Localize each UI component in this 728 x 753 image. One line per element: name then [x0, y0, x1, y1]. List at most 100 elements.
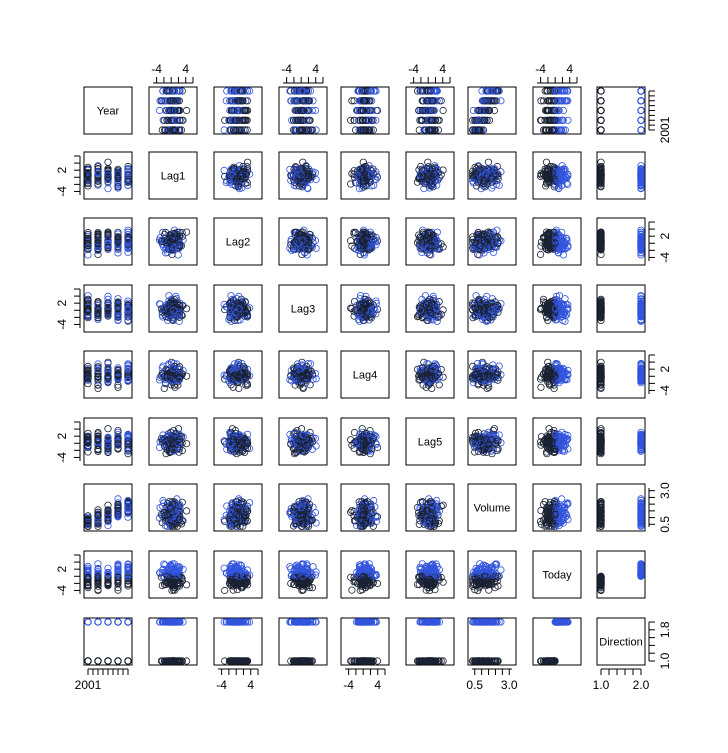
data-point — [545, 97, 554, 105]
point-cloud — [469, 87, 505, 134]
data-point — [427, 174, 436, 182]
data-point — [312, 244, 320, 252]
data-point — [235, 177, 243, 185]
data-point — [357, 126, 365, 134]
data-point — [232, 126, 240, 134]
data-point — [84, 231, 92, 239]
data-point — [495, 87, 503, 95]
data-point — [433, 236, 441, 244]
data-point — [171, 126, 179, 134]
data-point — [114, 174, 122, 182]
data-point — [369, 116, 377, 124]
data-point — [169, 305, 177, 313]
data-point — [84, 169, 92, 177]
data-point — [426, 126, 434, 134]
data-point — [114, 233, 122, 241]
data-point — [243, 87, 252, 95]
data-point — [541, 172, 549, 180]
data-point — [235, 304, 243, 313]
data-point — [485, 230, 493, 239]
data-point — [359, 126, 367, 134]
data-point — [104, 166, 112, 174]
data-point — [637, 234, 645, 242]
panel-frame — [596, 151, 646, 200]
data-point — [482, 244, 491, 252]
panel-lag2-vs-lag3 — [278, 217, 328, 266]
data-point — [367, 106, 375, 115]
data-point — [238, 308, 246, 316]
data-point — [354, 116, 363, 124]
data-point — [551, 239, 559, 247]
data-point — [124, 230, 132, 239]
data-point — [423, 106, 432, 115]
data-point — [297, 180, 305, 188]
data-point — [469, 116, 477, 124]
panel-layer: YearLag1Lag2Lag3Lag4Lag5VolumeTodayDirec… — [83, 86, 646, 666]
data-point — [347, 304, 355, 312]
point-cloud — [413, 292, 447, 325]
data-point — [597, 126, 605, 134]
data-point — [299, 87, 307, 95]
data-point — [425, 165, 433, 173]
data-point — [351, 126, 360, 134]
data-point — [369, 232, 377, 240]
data-point — [537, 238, 546, 246]
data-point — [226, 179, 234, 187]
panel-frame — [278, 284, 328, 333]
data-point — [159, 87, 167, 95]
data-point — [238, 172, 246, 180]
data-point — [357, 242, 365, 250]
data-point — [159, 236, 167, 244]
data-point — [302, 126, 310, 134]
data-point — [301, 97, 309, 105]
data-point — [597, 165, 605, 173]
data-point — [481, 106, 489, 115]
data-point — [483, 116, 491, 124]
data-point — [550, 183, 558, 191]
data-point — [104, 301, 112, 310]
panel-lag1-vs-lag3 — [278, 151, 328, 200]
data-point — [114, 170, 122, 178]
data-point — [433, 87, 441, 95]
data-point — [426, 306, 434, 314]
data-point — [439, 106, 447, 115]
data-point — [490, 106, 498, 115]
data-point — [227, 126, 235, 134]
data-point — [227, 317, 235, 325]
data-point — [597, 116, 605, 124]
data-point — [156, 106, 164, 115]
data-point — [476, 165, 484, 173]
data-point — [476, 126, 484, 134]
data-point — [428, 126, 436, 134]
data-point — [291, 229, 300, 237]
data-point — [419, 106, 427, 115]
data-point — [537, 242, 545, 250]
data-point — [84, 244, 92, 252]
panel-lag1-vs-year — [83, 151, 133, 200]
data-point — [238, 97, 246, 105]
panel-lag2-vs-lag5 — [405, 217, 455, 266]
data-point — [233, 177, 241, 185]
data-point — [482, 317, 491, 325]
data-point — [299, 116, 307, 124]
data-point — [305, 97, 313, 105]
data-point — [469, 170, 477, 178]
data-point — [361, 240, 369, 248]
data-point — [348, 97, 356, 105]
data-point — [167, 237, 175, 245]
data-point — [479, 307, 488, 315]
data-point — [232, 305, 240, 313]
data-point — [124, 310, 132, 319]
data-point — [469, 179, 477, 187]
panel-lag1-vs-lag5 — [405, 151, 455, 200]
data-point — [94, 381, 102, 389]
data-point — [163, 307, 171, 315]
data-point — [232, 87, 240, 95]
data-point — [297, 106, 305, 115]
data-point — [367, 171, 375, 179]
data-point — [104, 304, 112, 312]
panel-lag2-vs-lag2: Lag2 — [213, 217, 263, 266]
data-point — [230, 126, 238, 134]
data-point — [547, 177, 555, 185]
data-point — [427, 299, 436, 307]
